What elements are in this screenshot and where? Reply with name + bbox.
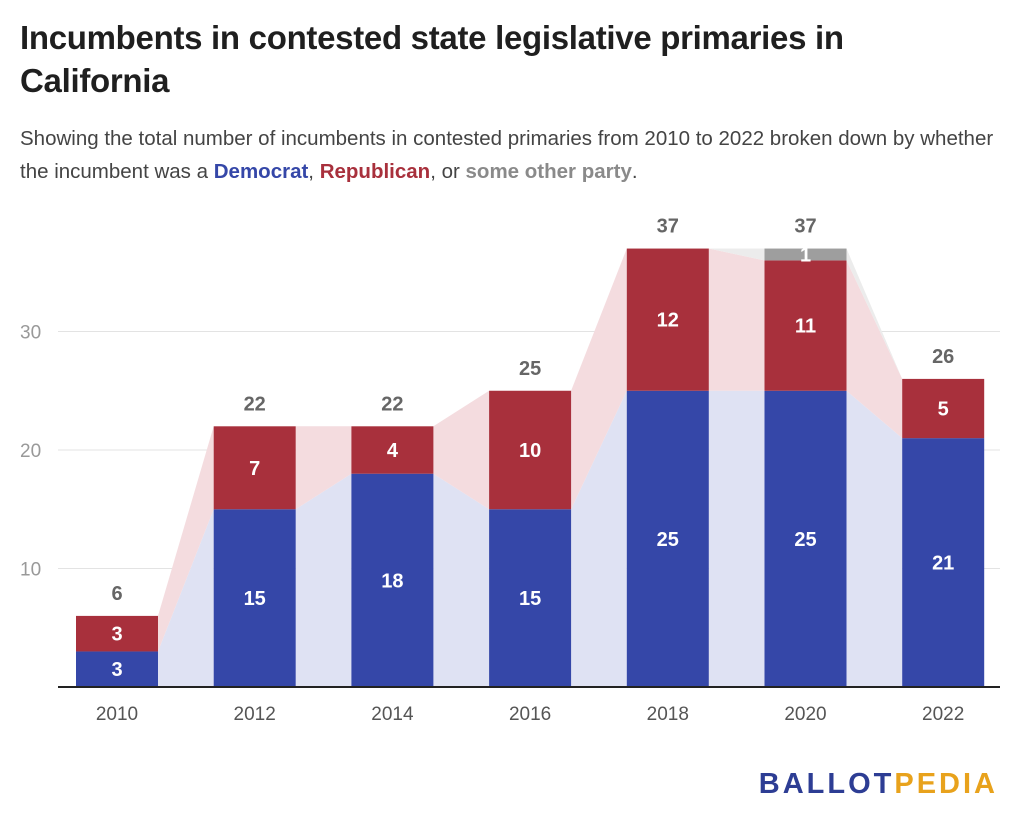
subtitle-period: .: [631, 160, 638, 183]
total-label-2016: 25: [519, 358, 541, 380]
bar-democrat-2014: [351, 473, 434, 687]
y-tick-label-20: 20: [20, 441, 41, 462]
connector-band-other-party-2018: [708, 248, 765, 261]
data-label-republican-2018: 12: [657, 310, 679, 332]
x-tick-label-2020: 2020: [784, 704, 826, 725]
chart-subtitle: Showing the total number of incumbents i…: [20, 122, 1000, 188]
bar-democrat-2012: [213, 509, 296, 687]
x-tick-label-2012: 2012: [234, 704, 276, 725]
x-tick-label-2022: 2022: [922, 704, 964, 725]
bar-republican-2010: [76, 615, 158, 652]
bar-republican-2022: [902, 378, 985, 439]
data-label-republican-2014: 4: [387, 440, 399, 462]
x-tick-label-2016: 2016: [509, 704, 551, 725]
connector-band-republican-2020: [846, 260, 903, 439]
bar-democrat-2010: [76, 651, 158, 687]
total-label-2014: 22: [381, 393, 403, 415]
total-label-2020: 37: [794, 216, 816, 238]
logo-ballot: BALLOT: [758, 768, 895, 800]
data-label-other-party-2020: 1: [800, 244, 811, 266]
legend-democrat: Democrat: [213, 160, 309, 183]
bar-republican-2014: [351, 426, 434, 474]
bar-democrat-2022: [902, 438, 985, 687]
subtitle-or: , or: [430, 160, 466, 183]
bar-democrat-2018: [626, 390, 709, 687]
chart-title: Incumbents in contested state legislativ…: [20, 19, 844, 99]
bar-republican-2012: [213, 426, 296, 510]
subtitle-comma: ,: [308, 160, 320, 183]
bar-republican-2016: [489, 390, 572, 510]
connector-band-democrat-2018: [708, 390, 765, 687]
total-label-2018: 37: [657, 216, 679, 238]
bar-other-party-2020: [764, 248, 847, 261]
data-label-republican-2010: 3: [111, 624, 122, 646]
legend-other-party: some other party: [465, 160, 632, 183]
connector-band-democrat-2020: [846, 390, 903, 687]
bar-republican-2020: [764, 260, 847, 391]
legend-republican: Republican: [319, 160, 431, 183]
x-tick-label-2018: 2018: [647, 704, 689, 725]
connector-band-democrat-2016: [571, 390, 627, 687]
x-tick-label-2014: 2014: [371, 704, 414, 725]
data-label-democrat-2014: 18: [381, 570, 403, 592]
data-label-democrat-2020: 25: [794, 529, 816, 551]
bar-democrat-2016: [489, 509, 572, 687]
ballotpedia-logo: BALLOTPEDIA: [759, 768, 998, 801]
data-label-republican-2016: 10: [519, 440, 541, 462]
data-label-democrat-2022: 21: [932, 553, 954, 575]
connector-band-democrat-2010: [158, 509, 214, 687]
connector-band-democrat-2014: [433, 473, 490, 687]
total-label-2012: 22: [244, 393, 266, 415]
connector-band-other-party-2020: [846, 248, 903, 379]
subtitle-text: Showing the total number of incumbents i…: [20, 127, 994, 183]
data-label-democrat-2010: 3: [111, 659, 122, 681]
total-label-2010: 6: [111, 583, 122, 605]
logo-pedia: PEDIA: [894, 768, 998, 800]
bar-democrat-2020: [764, 390, 847, 687]
y-tick-label-30: 30: [20, 323, 41, 344]
connector-band-republican-2010: [158, 426, 214, 652]
connector-band-republican-2018: [708, 248, 765, 391]
connector-band-republican-2012: [295, 426, 352, 510]
total-label-2022: 26: [932, 346, 954, 368]
connector-band-republican-2016: [571, 248, 627, 510]
data-label-republican-2012: 7: [249, 458, 260, 480]
data-label-democrat-2012: 15: [244, 588, 266, 610]
connector-band-democrat-2012: [295, 473, 352, 687]
connector-band-republican-2014: [433, 390, 490, 510]
data-label-democrat-2016: 15: [519, 588, 541, 610]
data-label-republican-2020: 11: [795, 316, 816, 338]
y-tick-label-10: 10: [20, 560, 41, 581]
bar-republican-2018: [626, 248, 709, 391]
x-tick-label-2010: 2010: [96, 704, 138, 725]
data-label-democrat-2018: 25: [657, 529, 679, 551]
data-label-republican-2022: 5: [938, 399, 949, 421]
